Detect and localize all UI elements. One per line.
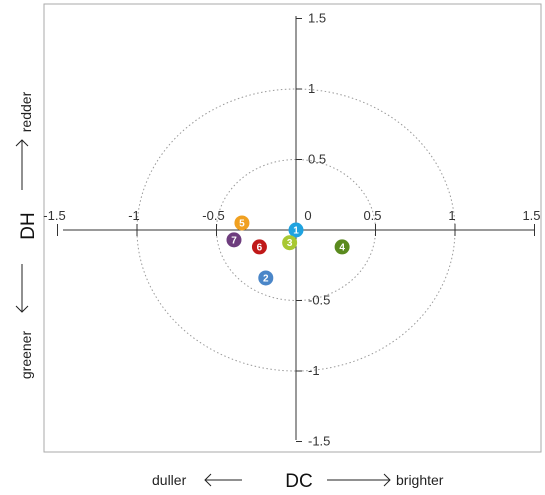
data-point-label: 5	[239, 218, 245, 229]
data-point: 2	[258, 270, 274, 286]
x-tick-label: 1.5	[522, 208, 540, 223]
up-arrow	[15, 139, 29, 190]
data-point-marker	[234, 215, 250, 231]
y-tick-label: 0.5	[308, 152, 326, 167]
data-point-marker	[258, 270, 274, 286]
data-point-label: 4	[339, 242, 345, 253]
down-arrow	[15, 264, 29, 313]
y-tick-label: -1	[308, 363, 320, 378]
plot-frame	[43, 3, 542, 453]
data-point-marker	[282, 235, 298, 251]
x-axis-title: DC	[285, 471, 312, 492]
data-point-marker	[226, 232, 242, 248]
data-point: 3	[282, 235, 298, 251]
y-axis-title: DH	[18, 212, 39, 239]
data-point-marker	[288, 222, 304, 238]
data-point-label: 3	[287, 238, 293, 249]
x-tick-label: -1.5	[43, 208, 65, 223]
data-point: 5	[234, 215, 250, 231]
x-tick-label: 0	[304, 208, 311, 223]
x-tick-label: -0.5	[202, 208, 224, 223]
y-tick-label: -0.5	[308, 293, 330, 308]
data-point: 4	[334, 239, 350, 255]
data-point: 1	[288, 222, 304, 238]
right-arrow	[327, 473, 391, 487]
x-positive-label: brighter	[396, 472, 444, 488]
data-point: 7	[226, 232, 242, 248]
x-negative-label: duller	[152, 472, 187, 488]
y-tick-label: 1.5	[308, 11, 326, 26]
data-point-label: 7	[231, 235, 237, 246]
data-point-label: 2	[263, 273, 269, 284]
data-point-marker	[334, 239, 350, 255]
data-point: 6	[251, 239, 267, 255]
y-negative-label: greener	[18, 331, 34, 380]
data-point-label: 1	[293, 226, 299, 237]
x-tick-label: -1	[128, 208, 140, 223]
y-positive-label: redder	[18, 91, 34, 132]
x-tick-label: 1	[448, 208, 455, 223]
y-tick-label: -1.5	[308, 434, 330, 449]
x-tick-label: 0.5	[363, 208, 381, 223]
data-point-marker	[251, 239, 267, 255]
data-point-label: 6	[257, 242, 263, 253]
left-arrow	[204, 473, 242, 487]
y-tick-label: 1	[308, 81, 315, 96]
